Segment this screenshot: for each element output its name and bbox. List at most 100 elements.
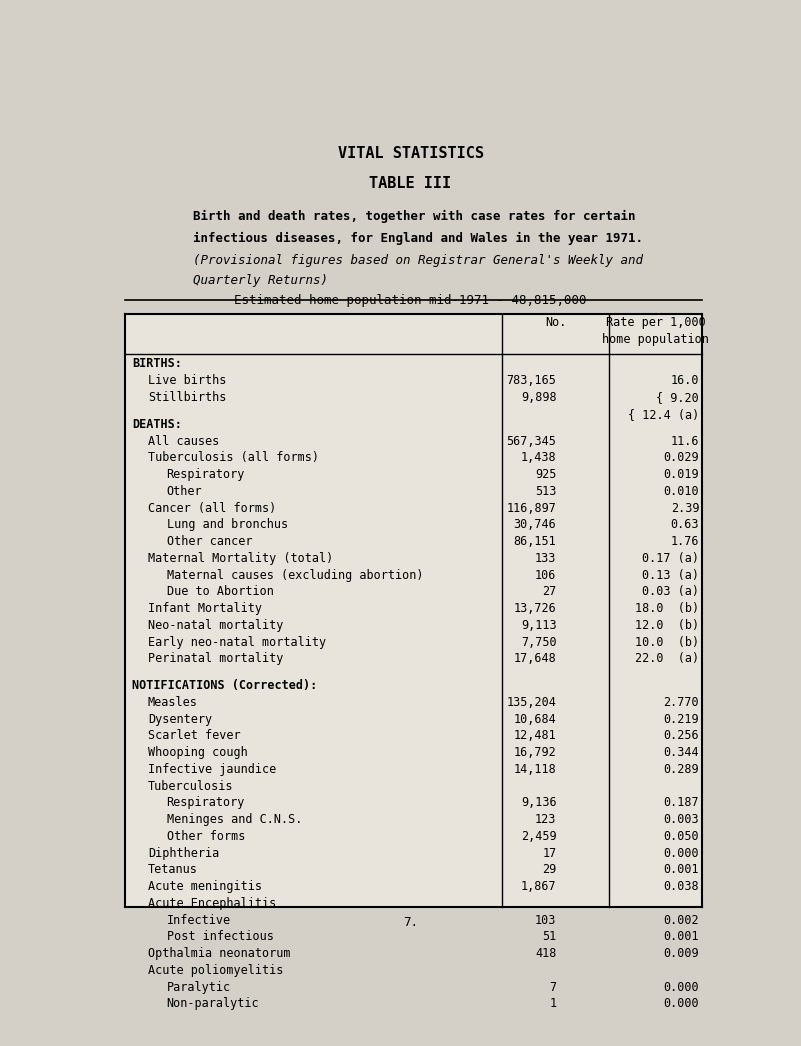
Text: 7.: 7. <box>403 916 418 930</box>
Text: 9,113: 9,113 <box>521 619 557 632</box>
Text: 0.03 (a): 0.03 (a) <box>642 586 699 598</box>
Text: { 12.4 (a): { 12.4 (a) <box>628 408 699 420</box>
Text: Early neo-natal mortality: Early neo-natal mortality <box>148 636 326 649</box>
Text: Acute poliomyelitis: Acute poliomyelitis <box>148 964 284 977</box>
Text: Live births: Live births <box>148 374 227 387</box>
Text: 0.009: 0.009 <box>663 948 699 960</box>
Text: Infective jaundice: Infective jaundice <box>148 763 276 776</box>
Text: Other forms: Other forms <box>167 829 245 843</box>
Text: 13,726: 13,726 <box>513 602 557 615</box>
Text: Lung and bronchus: Lung and bronchus <box>167 519 288 531</box>
Text: 0.001: 0.001 <box>663 931 699 943</box>
Text: 0.010: 0.010 <box>663 484 699 498</box>
Text: Infective: Infective <box>167 913 231 927</box>
Text: Paralytic: Paralytic <box>167 981 231 994</box>
Text: Perinatal mortality: Perinatal mortality <box>148 653 284 665</box>
Text: Tetanus: Tetanus <box>148 863 198 877</box>
Text: 0.019: 0.019 <box>663 468 699 481</box>
Text: 16,792: 16,792 <box>513 746 557 759</box>
Text: 925: 925 <box>535 468 557 481</box>
Text: Respiratory: Respiratory <box>167 796 245 810</box>
Text: 30,746: 30,746 <box>513 519 557 531</box>
Text: 513: 513 <box>535 484 557 498</box>
Text: 22.0  (a): 22.0 (a) <box>635 653 699 665</box>
Text: 1,438: 1,438 <box>521 451 557 464</box>
Text: Tuberculosis: Tuberculosis <box>148 779 233 793</box>
Text: Scarlet fever: Scarlet fever <box>148 729 240 743</box>
Text: Opthalmia neonatorum: Opthalmia neonatorum <box>148 948 291 960</box>
Text: 783,165: 783,165 <box>506 374 557 387</box>
Text: 7: 7 <box>549 981 557 994</box>
Text: NOTIFICATIONS (Corrected):: NOTIFICATIONS (Corrected): <box>132 679 318 692</box>
Text: Quarterly Returns): Quarterly Returns) <box>193 274 328 287</box>
Text: (Provisional figures based on Registrar General's Weekly and: (Provisional figures based on Registrar … <box>193 253 643 267</box>
Text: 17: 17 <box>542 846 557 860</box>
Text: 0.050: 0.050 <box>663 829 699 843</box>
Text: All causes: All causes <box>148 434 219 448</box>
Text: 10.0  (b): 10.0 (b) <box>635 636 699 649</box>
Text: 12,481: 12,481 <box>513 729 557 743</box>
Text: 9,898: 9,898 <box>521 391 557 404</box>
Text: Other cancer: Other cancer <box>167 536 252 548</box>
Text: 0.219: 0.219 <box>663 712 699 726</box>
Bar <box>125 314 702 907</box>
Text: Measles: Measles <box>148 696 198 709</box>
Text: 0.63: 0.63 <box>670 519 699 531</box>
Text: Acute Encephalitis: Acute Encephalitis <box>148 896 276 910</box>
Text: 0.029: 0.029 <box>663 451 699 464</box>
Text: Post infectious: Post infectious <box>167 931 273 943</box>
Text: Diphtheria: Diphtheria <box>148 846 219 860</box>
Text: Neo-natal mortality: Neo-natal mortality <box>148 619 284 632</box>
Text: 0.000: 0.000 <box>663 998 699 1010</box>
Text: 133: 133 <box>535 552 557 565</box>
Text: 86,151: 86,151 <box>513 536 557 548</box>
Text: Maternal causes (excluding abortion): Maternal causes (excluding abortion) <box>167 569 423 582</box>
Text: 0.000: 0.000 <box>663 846 699 860</box>
Text: 418: 418 <box>535 948 557 960</box>
Text: 17,648: 17,648 <box>513 653 557 665</box>
Text: Acute meningitis: Acute meningitis <box>148 880 262 893</box>
Text: 2.770: 2.770 <box>663 696 699 709</box>
Text: 0.289: 0.289 <box>663 763 699 776</box>
Text: 9,136: 9,136 <box>521 796 557 810</box>
Text: Meninges and C.N.S.: Meninges and C.N.S. <box>167 813 302 826</box>
Text: infectious diseases, for England and Wales in the year 1971.: infectious diseases, for England and Wal… <box>193 232 643 245</box>
Text: 103: 103 <box>535 913 557 927</box>
Text: Birth and death rates, together with case rates for certain: Birth and death rates, together with cas… <box>193 210 636 223</box>
Text: 7,750: 7,750 <box>521 636 557 649</box>
Text: 0.002: 0.002 <box>663 913 699 927</box>
Text: 16.0: 16.0 <box>670 374 699 387</box>
Text: Maternal Mortality (total): Maternal Mortality (total) <box>148 552 333 565</box>
Text: 0.17 (a): 0.17 (a) <box>642 552 699 565</box>
Text: 27: 27 <box>542 586 557 598</box>
Text: 0.13 (a): 0.13 (a) <box>642 569 699 582</box>
Text: Rate per 1,000: Rate per 1,000 <box>606 316 706 329</box>
Text: home population: home population <box>602 333 709 345</box>
Text: VITAL STATISTICS: VITAL STATISTICS <box>337 145 484 161</box>
Text: 1,867: 1,867 <box>521 880 557 893</box>
Text: 0.256: 0.256 <box>663 729 699 743</box>
Text: No.: No. <box>545 316 566 329</box>
Text: BIRTHS:: BIRTHS: <box>132 358 183 370</box>
Text: Estimated home population mid-1971 - 48,815,000: Estimated home population mid-1971 - 48,… <box>234 294 587 306</box>
Text: Non-paralytic: Non-paralytic <box>167 998 260 1010</box>
Text: Whooping cough: Whooping cough <box>148 746 248 759</box>
Text: 1: 1 <box>549 998 557 1010</box>
Text: 51: 51 <box>542 931 557 943</box>
Text: 12.0  (b): 12.0 (b) <box>635 619 699 632</box>
Text: 14,118: 14,118 <box>513 763 557 776</box>
Text: 10,684: 10,684 <box>513 712 557 726</box>
Text: Tuberculosis (all forms): Tuberculosis (all forms) <box>148 451 319 464</box>
Text: 2,459: 2,459 <box>521 829 557 843</box>
Text: Respiratory: Respiratory <box>167 468 245 481</box>
Text: 116,897: 116,897 <box>506 501 557 515</box>
Text: { 9.20: { 9.20 <box>657 391 699 404</box>
Text: 0.038: 0.038 <box>663 880 699 893</box>
Text: 0.187: 0.187 <box>663 796 699 810</box>
Text: 135,204: 135,204 <box>506 696 557 709</box>
Text: 18.0  (b): 18.0 (b) <box>635 602 699 615</box>
Text: TABLE III: TABLE III <box>369 177 452 191</box>
Text: 123: 123 <box>535 813 557 826</box>
Text: 2.39: 2.39 <box>670 501 699 515</box>
Text: Cancer (all forms): Cancer (all forms) <box>148 501 276 515</box>
